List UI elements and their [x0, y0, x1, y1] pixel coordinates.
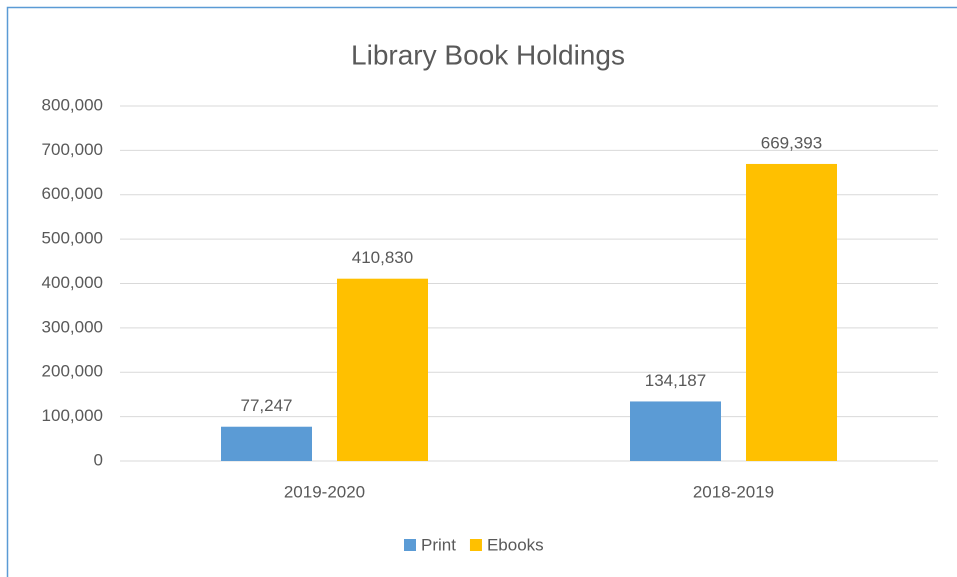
x-tick-label: 2019-2020: [284, 482, 365, 501]
bar: [630, 401, 721, 461]
y-tick-label: 400,000: [42, 273, 103, 292]
y-tick-label: 500,000: [42, 229, 103, 248]
x-tick-label: 2018-2019: [693, 482, 774, 501]
y-tick-label: 600,000: [42, 184, 103, 203]
chart-title: Library Book Holdings: [351, 39, 625, 70]
y-tick-label: 300,000: [42, 317, 103, 336]
legend-swatch: [404, 539, 416, 551]
y-tick-label: 200,000: [42, 362, 103, 381]
y-tick-label: 100,000: [42, 406, 103, 425]
bar: [221, 426, 312, 461]
data-label: 77,247: [241, 396, 293, 415]
y-tick-label: 0: [94, 450, 103, 469]
data-label: 669,393: [761, 133, 822, 152]
y-tick-label: 700,000: [42, 140, 103, 159]
data-label: 410,830: [352, 248, 413, 267]
legend-label: Print: [421, 535, 456, 554]
bar: [746, 163, 837, 462]
legend-label: Ebooks: [487, 535, 544, 554]
chart-frame: [6, 6, 957, 577]
bar: [337, 278, 428, 461]
y-tick-label: 800,000: [42, 95, 103, 114]
data-label: 134,187: [645, 371, 706, 390]
legend-swatch: [469, 539, 482, 551]
